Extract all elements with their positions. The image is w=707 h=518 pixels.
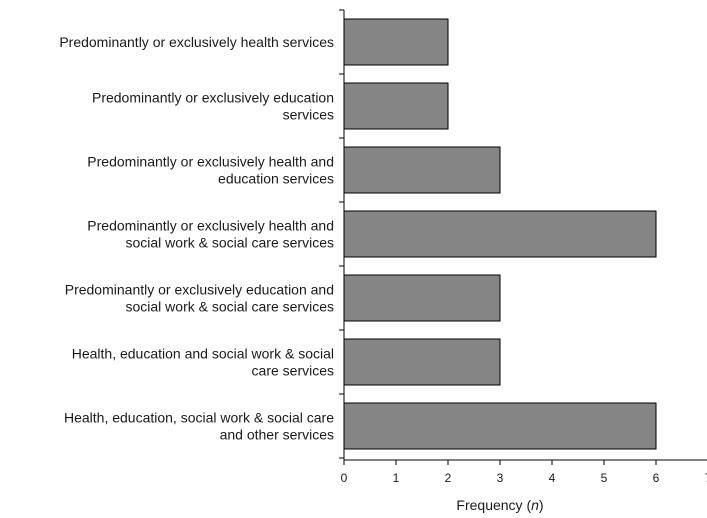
category-label: Health, education, social work & social … <box>64 410 334 426</box>
category-label: Predominantly or exclusively health serv… <box>59 34 334 50</box>
category-label: Predominantly or exclusively education <box>92 90 334 106</box>
bar <box>343 82 449 130</box>
category-label: care services <box>252 363 334 379</box>
bar <box>343 210 657 258</box>
bar <box>343 146 501 194</box>
x-tick-label: 3 <box>497 471 504 485</box>
bar <box>343 18 449 66</box>
x-axis-title: Frequency (n) <box>456 497 543 513</box>
x-tick-label: 2 <box>445 471 452 485</box>
bar <box>343 274 501 322</box>
category-label: education services <box>218 171 334 187</box>
category-label: Predominantly or exclusively education a… <box>65 282 334 298</box>
category-label: social work & social care services <box>125 299 334 315</box>
category-label: Predominantly or exclusively health and <box>87 154 334 170</box>
x-tick-label: 4 <box>549 471 556 485</box>
bar <box>343 402 657 450</box>
category-label: Health, education and social work & soci… <box>72 346 334 362</box>
x-tick-label: 5 <box>601 471 608 485</box>
category-label: social work & social care services <box>125 235 334 251</box>
bar <box>343 338 501 386</box>
x-tick-label: 6 <box>653 471 660 485</box>
category-label: and other services <box>220 427 334 443</box>
x-tick-label: 0 <box>341 471 348 485</box>
x-tick-label: 1 <box>393 471 400 485</box>
category-label: services <box>283 107 334 123</box>
category-label: Predominantly or exclusively health and <box>87 218 334 234</box>
x-tick-label: 7 <box>705 471 707 485</box>
